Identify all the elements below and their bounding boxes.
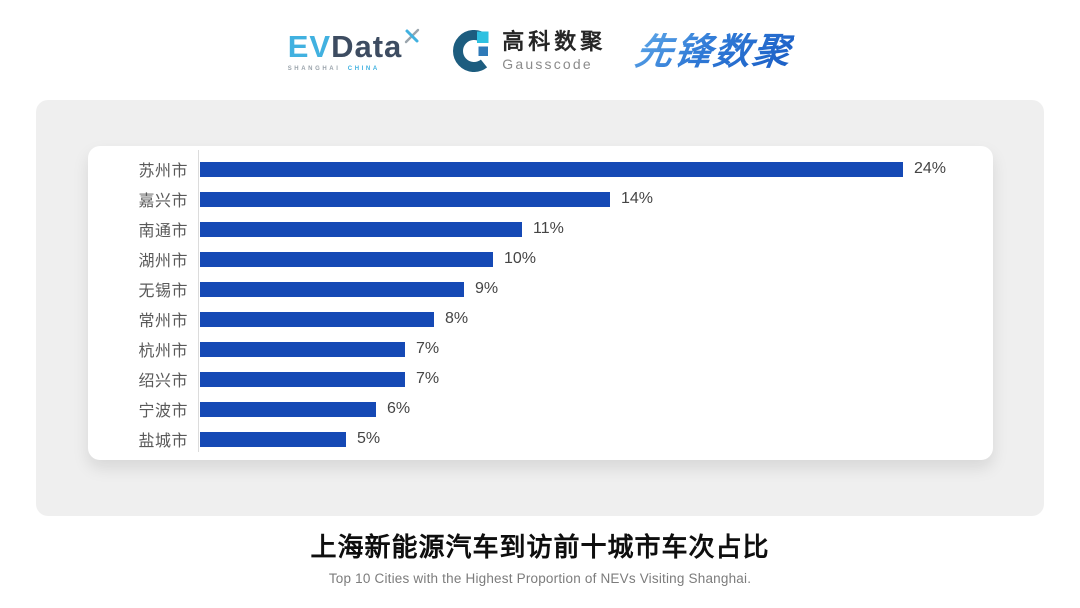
value-label: 24% bbox=[914, 160, 947, 177]
category-label: 杭州市 bbox=[138, 343, 188, 360]
bar bbox=[200, 311, 434, 327]
value-label: 5% bbox=[357, 430, 381, 447]
gausscode-cn-name: 高科数聚 bbox=[502, 29, 607, 55]
gausscode-g-icon bbox=[453, 30, 489, 72]
evdata-wordmark: EV Data bbox=[287, 28, 422, 64]
category-label: 嘉兴市 bbox=[138, 193, 188, 210]
chart-row: 常州市 8% bbox=[88, 304, 993, 334]
chart-subtitle: Top 10 Cities with the Highest Proportio… bbox=[328, 571, 752, 586]
gausscode-en-name: Gausscode bbox=[502, 55, 593, 72]
value-label: 6% bbox=[387, 400, 411, 417]
category-label: 南通市 bbox=[138, 223, 188, 240]
category-label: 宁波市 bbox=[138, 403, 188, 420]
category-label: 苏州市 bbox=[138, 163, 188, 180]
evdata-tagline-shanghai: SHANGHAI bbox=[287, 65, 341, 72]
evdata-tagline: SHANGHAI CHINA bbox=[288, 66, 380, 72]
bar bbox=[200, 341, 405, 357]
category-label: 绍兴市 bbox=[138, 373, 188, 390]
chart-title: 上海新能源汽车到访前十城市车次占比 bbox=[310, 532, 770, 562]
value-label: 11% bbox=[533, 220, 564, 237]
gausscode-text: 高科数聚 Gausscode bbox=[502, 29, 607, 72]
bar bbox=[200, 251, 493, 267]
chart-panel: 苏州市 24% 嘉兴市 14% 南通市 11% 湖州市 10% 无锡市 9% 常… bbox=[36, 100, 1044, 516]
value-label: 7% bbox=[416, 370, 440, 387]
evdata-tagline-china: CHINA bbox=[347, 65, 380, 72]
chart-row: 无锡市 9% bbox=[88, 274, 993, 304]
category-label: 常州市 bbox=[138, 313, 188, 330]
value-label: 14% bbox=[621, 190, 654, 207]
header-logos: EV Data SHANGHAI CHINA 高科数聚 Gausscode 先锋… bbox=[0, 22, 1080, 80]
category-label: 湖州市 bbox=[138, 253, 188, 270]
category-label: 盐城市 bbox=[138, 433, 188, 450]
bar bbox=[200, 371, 405, 387]
chart-axis-line bbox=[198, 150, 199, 452]
value-label: 9% bbox=[475, 280, 499, 297]
category-label: 无锡市 bbox=[138, 283, 188, 300]
chart-row: 苏州市 24% bbox=[88, 154, 993, 184]
value-label: 8% bbox=[445, 310, 469, 327]
bar-chart: 苏州市 24% 嘉兴市 14% 南通市 11% 湖州市 10% 无锡市 9% 常… bbox=[88, 154, 993, 454]
bar bbox=[200, 221, 522, 237]
pioneer-shuju-logo: 先锋数聚 bbox=[633, 30, 796, 72]
bar bbox=[200, 191, 610, 207]
gausscode-logo: 高科数聚 Gausscode bbox=[451, 30, 606, 72]
value-label: 10% bbox=[504, 250, 537, 267]
chart-row: 杭州市 7% bbox=[88, 334, 993, 364]
bar bbox=[200, 281, 464, 297]
bar bbox=[200, 401, 376, 417]
chart-row: 宁波市 6% bbox=[88, 394, 993, 424]
bar bbox=[200, 161, 903, 177]
evdata-logo: EV Data SHANGHAI CHINA bbox=[287, 28, 422, 72]
value-label: 7% bbox=[416, 340, 440, 357]
chart-row: 南通市 11% bbox=[88, 214, 993, 244]
evdata-data-text: Data bbox=[331, 28, 403, 64]
chart-row: 湖州市 10% bbox=[88, 244, 993, 274]
chart-row: 嘉兴市 14% bbox=[88, 184, 993, 214]
evdata-x-mark-icon bbox=[405, 28, 420, 43]
chart-row: 绍兴市 7% bbox=[88, 364, 993, 394]
chart-row: 盐城市 5% bbox=[88, 424, 993, 454]
evdata-ev-text: EV bbox=[287, 28, 332, 64]
bar bbox=[200, 431, 346, 447]
chart-card: 苏州市 24% 嘉兴市 14% 南通市 11% 湖州市 10% 无锡市 9% 常… bbox=[88, 146, 993, 460]
footer-titles: 上海新能源汽车到访前十城市车次占比 Top 10 Cities with the… bbox=[0, 527, 1080, 586]
